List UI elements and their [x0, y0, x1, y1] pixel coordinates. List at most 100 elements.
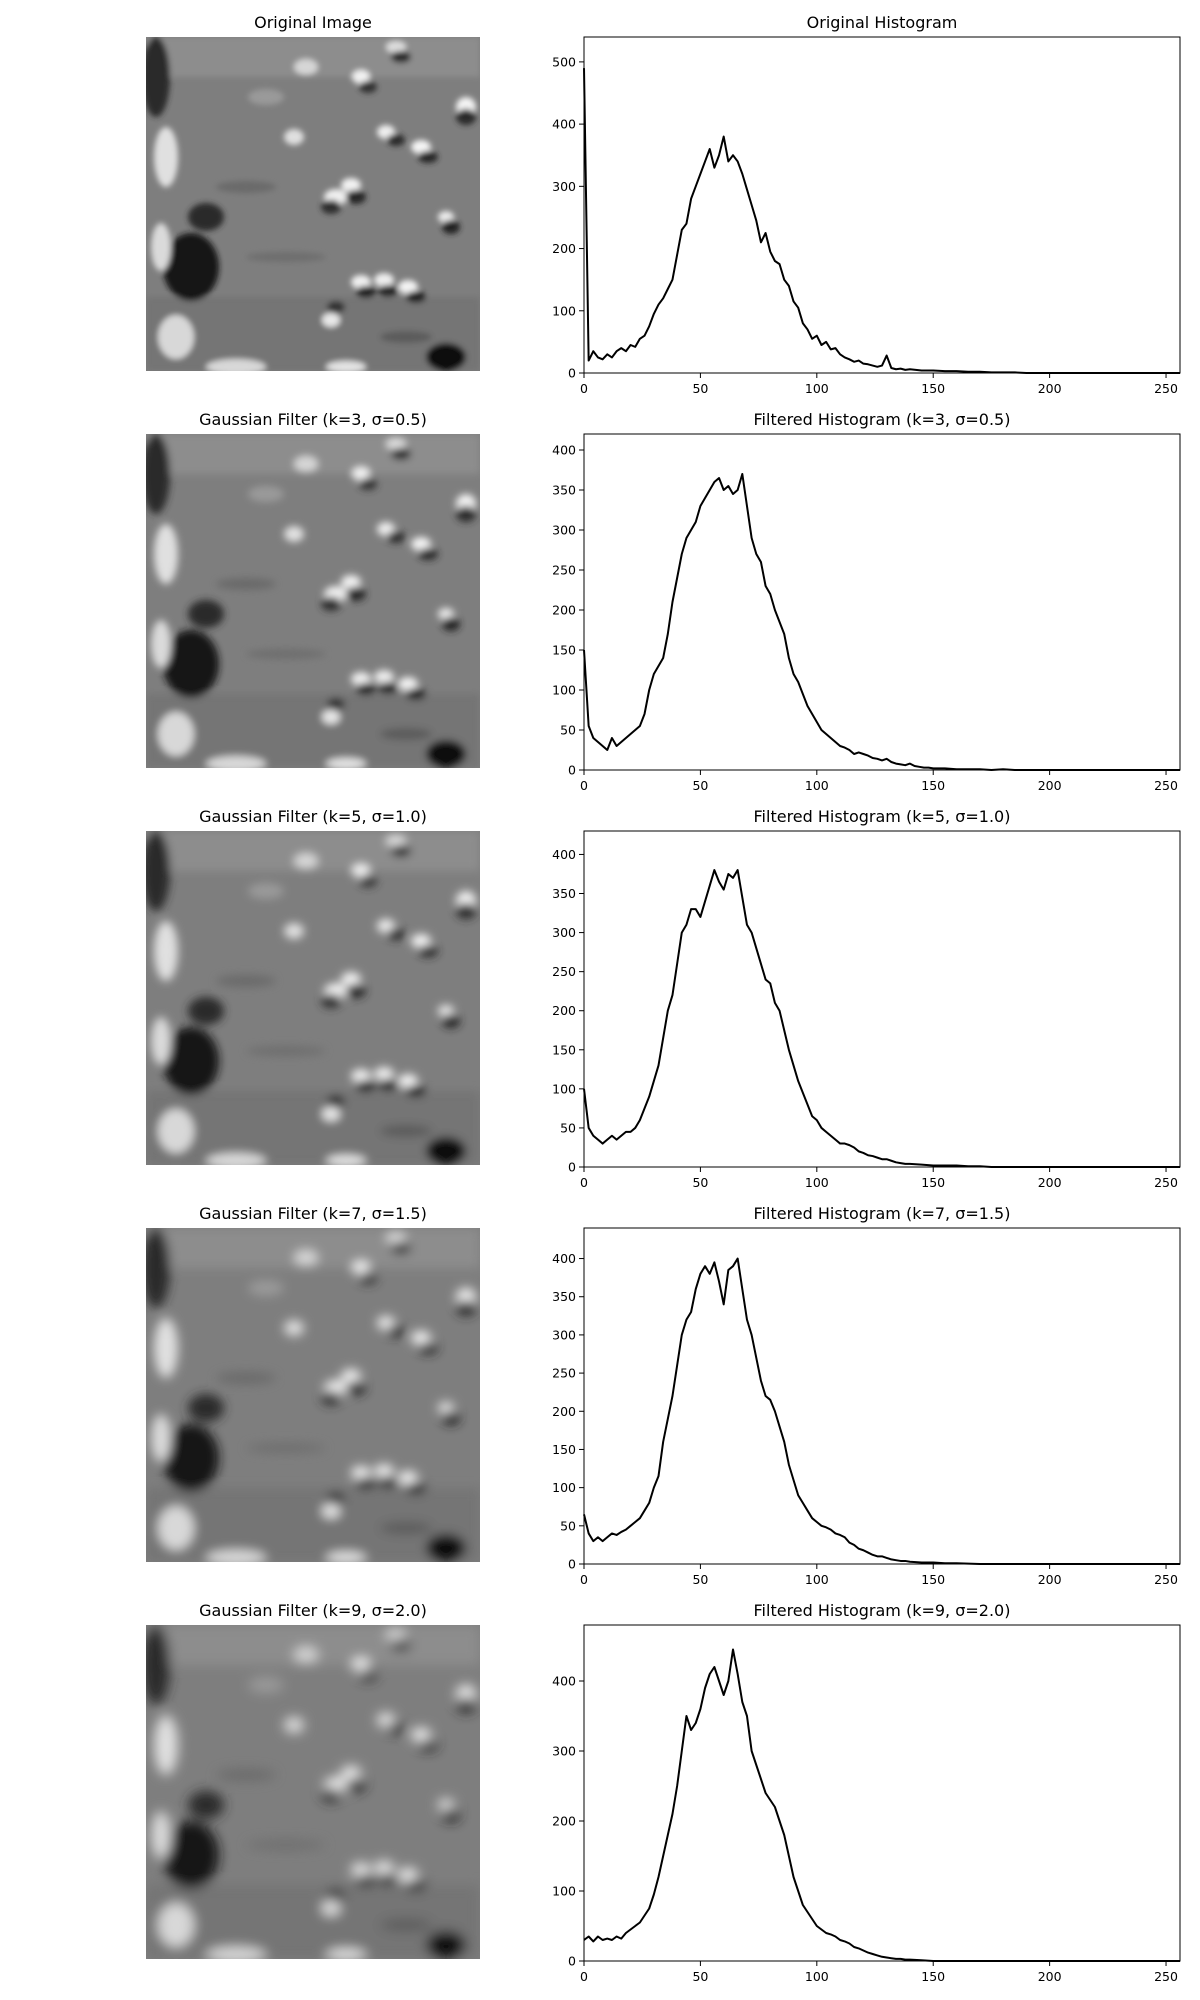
x-tick-label: 150	[921, 1572, 945, 1587]
y-tick-label: 400	[552, 847, 576, 862]
x-tick-label: 100	[805, 1572, 829, 1587]
x-tick-label: 0	[580, 1572, 588, 1587]
y-tick-label: 250	[552, 1366, 576, 1381]
axes-frame	[583, 830, 1181, 1168]
x-tick-label: 50	[692, 1969, 708, 1984]
filtered-image-3	[146, 1228, 480, 1562]
hist-title-1: Filtered Histogram (k=3, σ=0.5)	[754, 410, 1011, 429]
x-tick-label: 200	[1038, 778, 1062, 793]
x-tick-label: 50	[692, 381, 708, 396]
panel-row-4: Gaussian Filter (k=9, σ=2.0) Filtered Hi…	[146, 1601, 1181, 1984]
y-tick-label: 100	[552, 1480, 576, 1495]
image-title-4: Gaussian Filter (k=9, σ=2.0)	[199, 1601, 427, 1620]
y-tick-label: 150	[552, 1042, 576, 1057]
y-tick-label: 300	[552, 925, 576, 940]
y-tick-label: 250	[552, 964, 576, 979]
x-tick-label: 250	[1154, 778, 1178, 793]
x-tick-label: 0	[580, 381, 588, 396]
image-title-2: Gaussian Filter (k=5, σ=1.0)	[199, 807, 427, 826]
y-tick-label: 400	[552, 1251, 576, 1266]
histogram-4: 0 50 100 150 200 250 0 100 200 300 400	[552, 1624, 1181, 1984]
x-tick-label: 0	[580, 778, 588, 793]
x-tick-label: 200	[1038, 1969, 1062, 1984]
hist-title-0: Original Histogram	[807, 13, 958, 32]
y-tick-label: 400	[552, 117, 576, 132]
y-tick-label: 350	[552, 886, 576, 901]
image-title-0: Original Image	[254, 13, 372, 32]
y-tick-label: 200	[552, 603, 576, 618]
x-tick-label: 150	[921, 381, 945, 396]
histogram-0: 0 50 100 150 200 250 0 100 200 300 400 500	[552, 36, 1181, 396]
y-tick-label: 50	[560, 1120, 576, 1135]
hist-title-4: Filtered Histogram (k=9, σ=2.0)	[754, 1601, 1011, 1620]
y-tick-label: 500	[552, 54, 576, 69]
histogram-line	[583, 1648, 1180, 1962]
x-tick-label: 100	[805, 1175, 829, 1190]
y-tick-label: 200	[552, 1003, 576, 1018]
x-tick-label: 150	[921, 1175, 945, 1190]
y-tick-label: 0	[568, 763, 576, 778]
x-tick-label: 250	[1154, 1175, 1178, 1190]
y-tick-label: 300	[552, 179, 576, 194]
y-tick-label: 0	[568, 1954, 576, 1969]
x-tick-label: 200	[1038, 1175, 1062, 1190]
y-tick-label: 250	[552, 563, 576, 578]
y-tick-label: 50	[560, 1518, 576, 1533]
histogram-line	[583, 1257, 1180, 1565]
filtered-image-1	[146, 434, 480, 768]
y-tick-label: 0	[568, 1557, 576, 1572]
x-tick-label: 0	[580, 1175, 588, 1190]
x-tick-label: 0	[580, 1969, 588, 1984]
histogram-line	[583, 473, 1180, 771]
y-tick-label: 0	[568, 366, 576, 381]
filtered-image-2	[146, 831, 480, 1165]
y-tick-label: 300	[552, 1744, 576, 1759]
y-tick-label: 400	[552, 1674, 576, 1689]
hist-title-3: Filtered Histogram (k=7, σ=1.5)	[754, 1204, 1011, 1223]
y-tick-label: 350	[552, 1289, 576, 1304]
y-tick-label: 200	[552, 1404, 576, 1419]
panel-row-0: Original Image Original Histogram 0 50 100…	[146, 13, 1181, 396]
x-tick-label: 250	[1154, 1572, 1178, 1587]
x-tick-label: 250	[1154, 381, 1178, 396]
y-tick-label: 350	[552, 483, 576, 498]
y-tick-label: 100	[552, 683, 576, 698]
image-title-1: Gaussian Filter (k=3, σ=0.5)	[199, 410, 427, 429]
axes-frame	[583, 36, 1181, 374]
x-tick-label: 50	[692, 1175, 708, 1190]
x-tick-label: 150	[921, 1969, 945, 1984]
filtered-image-0	[146, 37, 480, 371]
y-tick-label: 400	[552, 443, 576, 458]
x-tick-label: 50	[692, 1572, 708, 1587]
panel-row-3: Gaussian Filter (k=7, σ=1.5) Filtered Hi…	[146, 1204, 1181, 1587]
y-tick-label: 200	[552, 1814, 576, 1829]
hist-title-2: Filtered Histogram (k=5, σ=1.0)	[754, 807, 1011, 826]
axes-frame	[583, 1227, 1181, 1565]
image-title-3: Gaussian Filter (k=7, σ=1.5)	[199, 1204, 427, 1223]
x-tick-label: 200	[1038, 1572, 1062, 1587]
axes-frame	[583, 433, 1181, 771]
axes-frame	[583, 1624, 1181, 1962]
x-tick-label: 50	[692, 778, 708, 793]
y-tick-label: 200	[552, 241, 576, 256]
y-tick-label: 300	[552, 523, 576, 538]
histogram-line	[583, 68, 1180, 374]
histogram-line	[583, 869, 1180, 1168]
y-tick-label: 150	[552, 1442, 576, 1457]
panel-row-2: Gaussian Filter (k=5, σ=1.0) Filtered Hi…	[146, 807, 1181, 1190]
histogram-1: 0 50 100 150 200 250 0 50 100 150 200 250 300 350 400	[552, 433, 1181, 793]
y-tick-label: 100	[552, 303, 576, 318]
y-tick-label: 50	[560, 723, 576, 738]
x-tick-label: 100	[805, 778, 829, 793]
y-tick-label: 300	[552, 1327, 576, 1342]
filtered-image-4	[146, 1625, 480, 1959]
y-tick-label: 100	[552, 1884, 576, 1899]
histogram-3: 0 50 100 150 200 250 0 50 100 150 200 250 300 350 400	[552, 1227, 1181, 1587]
x-tick-label: 100	[805, 1969, 829, 1984]
y-tick-label: 150	[552, 643, 576, 658]
x-tick-label: 150	[921, 778, 945, 793]
y-tick-label: 100	[552, 1081, 576, 1096]
histogram-2: 0 50 100 150 200 250 0 50 100 150 200 250 300 350 400	[552, 830, 1181, 1190]
x-tick-label: 250	[1154, 1969, 1178, 1984]
